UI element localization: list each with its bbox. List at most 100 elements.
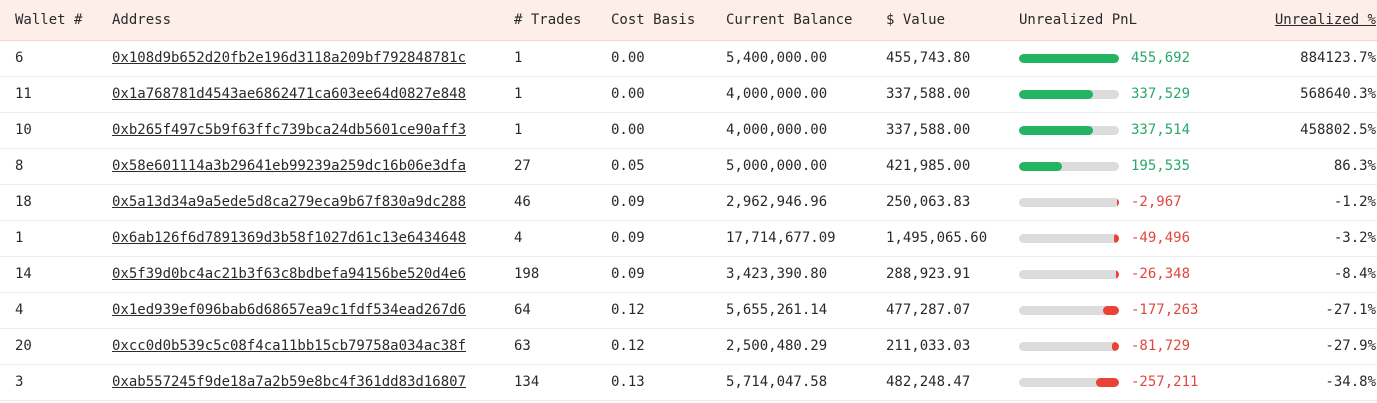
address-link[interactable]: 0xb265f497c5b9f63ffc739bca24db5601ce90af… (112, 122, 467, 138)
header-address[interactable]: Address (112, 0, 514, 41)
unrealized-percent-cell: -8.4% (1246, 256, 1377, 292)
address-link[interactable]: 0x58e601114a3b29641eb99239a259dc16b06e3d… (112, 158, 467, 174)
current-balance-cell: 17,714,677.09 (726, 220, 886, 256)
unrealized-percent-cell: -34.8% (1246, 364, 1377, 400)
dollar-value-cell: 482,248.47 (886, 364, 1019, 400)
address-link[interactable]: 0x108d9b652d20fb2e196d3118a209bf79284878… (112, 50, 467, 66)
address-cell: 0x108d9b652d20fb2e196d3118a209bf79284878… (112, 40, 514, 76)
pnl-wrapper: -26,348 (1019, 266, 1246, 282)
address-cell: 0xab557245f9de18a7a2b59e8bc4f361dd83d168… (112, 364, 514, 400)
pnl-bar-track (1019, 305, 1119, 315)
unrealized-percent: 86.3% (1333, 158, 1376, 174)
cost-basis: 0.00 (611, 122, 645, 138)
wallet-number-cell: 4 (0, 292, 112, 328)
unrealized-percent: 568640.3% (1300, 86, 1376, 102)
trades-count: 1 (514, 86, 523, 102)
unrealized-pnl-value: 337,529 (1131, 86, 1191, 102)
wallet-number: 11 (15, 86, 32, 102)
unrealized-pnl-cell: 337,514 (1019, 112, 1246, 148)
address-link[interactable]: 0x1a768781d4543ae6862471ca603ee64d0827e8… (112, 86, 467, 102)
wallet-number: 14 (15, 266, 32, 282)
address-link[interactable]: 0x5f39d0bc4ac21b3f63c8bdbefa94156be520d4… (112, 266, 467, 282)
table-header-row: Wallet # Address # Trades Cost Basis Cur… (0, 0, 1377, 41)
trades-count: 64 (514, 302, 531, 318)
wallet-number-cell: 1 (0, 220, 112, 256)
table-row: 20 0xcc0d0b539c5c08f4ca11bb15cb79758a034… (0, 328, 1377, 364)
dollar-value: 337,588.00 (886, 122, 971, 138)
cost-basis-cell: 0.00 (611, 40, 726, 76)
cost-basis: 0.09 (611, 266, 645, 282)
wallet-number: 18 (15, 194, 32, 210)
unrealized-pnl-value: 455,692 (1131, 50, 1191, 66)
current-balance-cell: 5,655,261.14 (726, 292, 886, 328)
table-row: 18 0x5a13d34a9a5ede5d8ca279eca9b67f830a9… (0, 184, 1377, 220)
unrealized-pnl-value: -177,263 (1131, 302, 1199, 318)
pnl-wrapper: -177,263 (1019, 302, 1246, 318)
address-link[interactable]: 0x1ed939ef096bab6d68657ea9c1fdf534ead267… (112, 302, 467, 318)
address-link[interactable]: 0x5a13d34a9a5ede5d8ca279eca9b67f830a9dc2… (112, 194, 467, 210)
pnl-bar-fill (1019, 161, 1062, 171)
pnl-bar-fill (1019, 89, 1093, 99)
cost-basis-cell: 0.13 (611, 364, 726, 400)
wallet-number: 8 (15, 158, 24, 174)
header-current-balance[interactable]: Current Balance (726, 0, 886, 41)
dollar-value-cell: 455,743.80 (886, 40, 1019, 76)
current-balance: 4,000,000.00 (726, 86, 828, 102)
trades-count: 1 (514, 50, 523, 66)
current-balance: 2,962,946.96 (726, 194, 828, 210)
sorted-column-label[interactable]: Unrealized % (1274, 11, 1376, 28)
address-link[interactable]: 0xcc0d0b539c5c08f4ca11bb15cb79758a034ac3… (112, 338, 467, 354)
cost-basis-cell: 0.09 (611, 184, 726, 220)
address-cell: 0x58e601114a3b29641eb99239a259dc16b06e3d… (112, 148, 514, 184)
dollar-value-cell: 421,985.00 (886, 148, 1019, 184)
dollar-value-cell: 211,033.03 (886, 328, 1019, 364)
trades-cell: 27 (514, 148, 611, 184)
unrealized-percent: 884123.7% (1300, 50, 1376, 66)
dollar-value: 337,588.00 (886, 86, 971, 102)
address-cell: 0x1ed939ef096bab6d68657ea9c1fdf534ead267… (112, 292, 514, 328)
cost-basis: 0.12 (611, 302, 645, 318)
wallet-number-cell: 11 (0, 76, 112, 112)
cost-basis: 0.09 (611, 194, 645, 210)
address-cell: 0x5f39d0bc4ac21b3f63c8bdbefa94156be520d4… (112, 256, 514, 292)
wallet-number: 10 (15, 122, 32, 138)
header-unrealized-percent[interactable]: Unrealized % (1246, 0, 1377, 41)
unrealized-pnl-cell: -177,263 (1019, 292, 1246, 328)
pnl-bar-fill (1112, 341, 1119, 351)
pnl-bar-track (1019, 89, 1119, 99)
unrealized-pnl-cell: 455,692 (1019, 40, 1246, 76)
cost-basis-cell: 0.00 (611, 76, 726, 112)
address-cell: 0xb265f497c5b9f63ffc739bca24db5601ce90af… (112, 112, 514, 148)
unrealized-percent: -1.2% (1333, 194, 1376, 210)
unrealized-pnl-value: -257,211 (1131, 374, 1199, 390)
address-cell: 0x1a768781d4543ae6862471ca603ee64d0827e8… (112, 76, 514, 112)
current-balance-cell: 5,714,047.58 (726, 364, 886, 400)
current-balance: 5,655,261.14 (726, 302, 828, 318)
trades-count: 1 (514, 122, 523, 138)
address-link[interactable]: 0xab557245f9de18a7a2b59e8bc4f361dd83d168… (112, 374, 467, 390)
wallet-number-cell: 20 (0, 328, 112, 364)
trades-count: 63 (514, 338, 531, 354)
address-cell: 0x6ab126f6d7891369d3b58f1027d61c13e64346… (112, 220, 514, 256)
unrealized-percent: -27.9% (1325, 338, 1376, 354)
wallet-number: 1 (15, 230, 24, 246)
unrealized-percent-cell: -27.1% (1246, 292, 1377, 328)
header-trades[interactable]: # Trades (514, 0, 611, 41)
pnl-wrapper: 455,692 (1019, 50, 1246, 66)
address-link[interactable]: 0x6ab126f6d7891369d3b58f1027d61c13e64346… (112, 230, 467, 246)
header-unrealized-pnl[interactable]: Unrealized PnL (1019, 0, 1246, 41)
wallet-number-cell: 8 (0, 148, 112, 184)
unrealized-pnl-value: 195,535 (1131, 158, 1191, 174)
pnl-bar-track (1019, 161, 1119, 171)
pnl-bar-track (1019, 125, 1119, 135)
current-balance-cell: 2,500,480.29 (726, 328, 886, 364)
header-wallet-number[interactable]: Wallet # (0, 0, 112, 41)
unrealized-pnl-cell: -2,967 (1019, 184, 1246, 220)
unrealized-pnl-cell: 195,535 (1019, 148, 1246, 184)
pnl-wrapper: 195,535 (1019, 158, 1246, 174)
cost-basis: 0.09 (611, 230, 645, 246)
header-cost-basis[interactable]: Cost Basis (611, 0, 726, 41)
current-balance-cell: 5,400,000.00 (726, 40, 886, 76)
header-dollar-value[interactable]: $ Value (886, 0, 1019, 41)
